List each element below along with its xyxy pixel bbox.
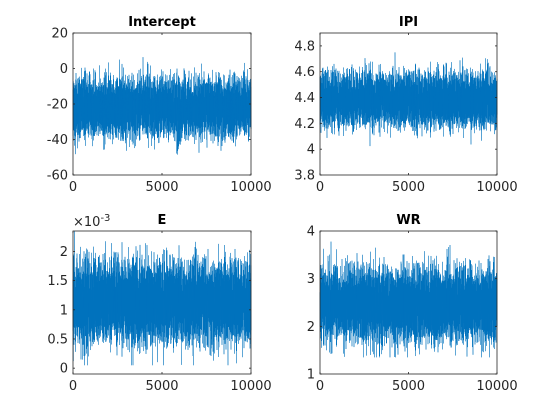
wr-ytick-label: 2 bbox=[307, 320, 315, 335]
e-ytick-label: 0.5 bbox=[47, 332, 68, 347]
intercept-xtick-label: 10000 bbox=[230, 180, 271, 195]
e-xtick-label: 0 bbox=[69, 379, 77, 394]
e-xtick-label: 5000 bbox=[145, 379, 178, 394]
ipi-ytick-label: 4 bbox=[307, 143, 315, 158]
e-ytick-label: 2 bbox=[60, 245, 68, 260]
ipi-trace-panel: 0 5000 10000 3.8 4 4.2 4.4 4.6 4.8 IPI bbox=[294, 15, 517, 195]
wr-ytick-label: 3 bbox=[307, 272, 315, 287]
intercept-ytick-label: 20 bbox=[51, 27, 68, 42]
e-trace-panel: 0 5000 10000 0 0.5 1 1.5 2 ×10-3 E bbox=[47, 213, 271, 394]
intercept-xtick-label: 0 bbox=[69, 180, 77, 195]
wr-xtick-label: 0 bbox=[316, 379, 324, 394]
e-panel-title: E bbox=[158, 213, 167, 228]
ipi-xtick-label: 10000 bbox=[476, 180, 517, 195]
e-ytick-label: 1.5 bbox=[47, 274, 68, 289]
e-ytick-label: 0 bbox=[60, 362, 68, 377]
intercept-ytick-label: -60 bbox=[47, 169, 68, 184]
ipi-ytick-label: 4.4 bbox=[294, 91, 315, 106]
ipi-ytick-label: 4.8 bbox=[294, 39, 315, 54]
intercept-trace-panel: 0 5000 10000 -60 -40 -20 0 20 Intercept bbox=[47, 15, 272, 195]
wr-trace-panel: 0 5000 10000 1 2 3 4 WR bbox=[307, 213, 518, 394]
wr-xtick-label: 10000 bbox=[476, 379, 517, 394]
e-trace-line bbox=[72, 230, 252, 366]
intercept-xtick-label: 5000 bbox=[145, 180, 178, 195]
e-ytick-label: 1 bbox=[60, 303, 68, 318]
wr-panel-title: WR bbox=[396, 213, 420, 228]
ipi-ytick-label: 4.2 bbox=[294, 117, 315, 132]
intercept-ytick-label: 0 bbox=[60, 62, 68, 77]
ipi-trace-line bbox=[319, 52, 498, 147]
ipi-ytick-label: 3.8 bbox=[294, 169, 315, 184]
wr-trace-line bbox=[319, 241, 498, 358]
wr-ytick-label: 4 bbox=[307, 225, 315, 240]
ipi-xtick-label: 5000 bbox=[392, 180, 425, 195]
ipi-ytick-label: 4.6 bbox=[294, 65, 315, 80]
e-xtick-label: 10000 bbox=[230, 379, 271, 394]
intercept-trace-line bbox=[72, 57, 252, 155]
ipi-xtick-label: 0 bbox=[316, 180, 324, 195]
intercept-ytick-label: -40 bbox=[47, 133, 68, 148]
intercept-panel-title: Intercept bbox=[128, 15, 196, 30]
wr-xtick-label: 5000 bbox=[392, 379, 425, 394]
wr-ytick-label: 1 bbox=[307, 368, 315, 383]
intercept-ytick-label: -20 bbox=[47, 98, 68, 113]
ipi-panel-title: IPI bbox=[399, 15, 418, 30]
e-exponent-label: ×10-3 bbox=[73, 213, 110, 230]
